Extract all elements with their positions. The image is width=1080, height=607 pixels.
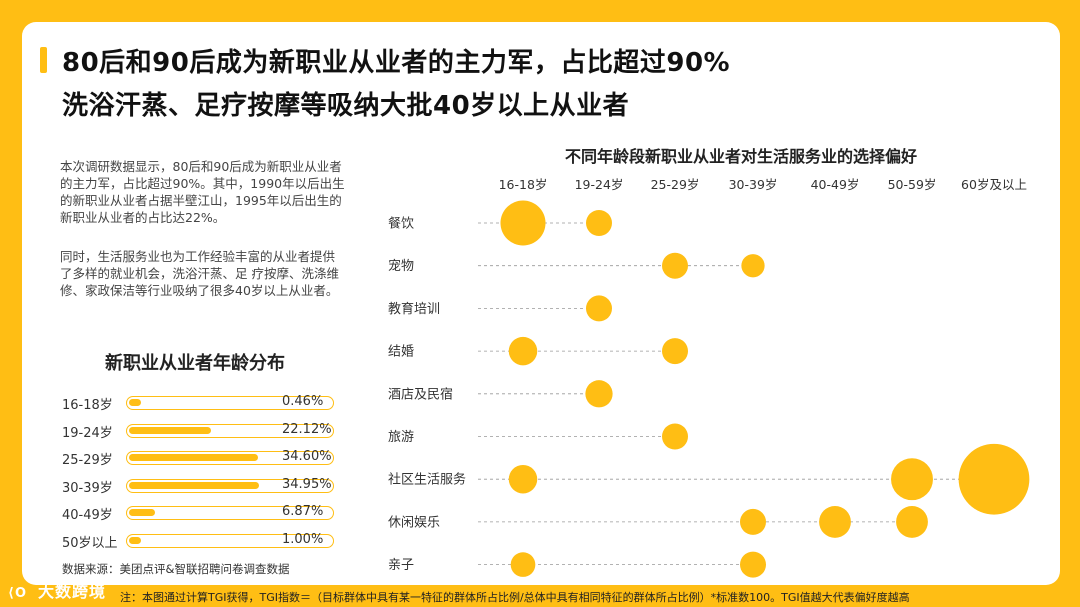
age-distribution-value: 1.00% [282,531,324,547]
bubble-point [662,252,688,279]
age-distribution-track [126,396,334,410]
logo-text: 大数跨境 [38,582,107,601]
bubble-point [819,505,851,538]
bubble-point [510,552,536,577]
age-distribution-track [126,451,334,465]
age-distribution-row: 30-39岁 34.95% [62,476,342,496]
y-tick-label: 酒店及民宿 [388,386,453,402]
y-tick-label: 结婚 [388,345,414,360]
age-distribution-fill [129,426,212,434]
bubble-point [740,551,766,578]
age-distribution-label: 40-49岁 [62,508,113,523]
bubble-point [896,505,928,538]
x-tick-label: 25-29岁 [651,177,700,192]
y-tick-label: 休闲娱乐 [388,515,440,530]
description-paragraph-1: 本次调研数据显示，80后和90后成为新职业从业者的主力军，占比超过90%。其中，… [60,159,345,225]
bubble-point [586,210,612,236]
x-tick-label: 60岁及以上 [961,177,1027,192]
age-distribution-track [126,533,334,548]
bubble-point [500,200,546,246]
age-distribution-label: 16-18岁 [62,398,113,413]
x-tick-label: 40-49岁 [811,177,860,192]
data-source: 数据来源：美团点评&智联招聘问卷调查数据 [62,562,290,576]
x-tick-label: 30-39岁 [729,177,778,192]
age-distribution-title: 新职业从业者年龄分布 [105,353,285,374]
bubble-point [586,295,612,322]
age-distribution-value: 0.46% [282,394,324,409]
age-distribution-value: 6.87% [282,504,324,519]
age-distribution-row: 16-18岁 0.46% [62,393,342,413]
title-accent-bar [40,47,47,73]
bubble-point [508,464,538,494]
age-distribution-row: 40-49岁 6.87% [62,503,342,523]
age-distribution-value: 22.12% [282,421,332,437]
age-distribution-fill [129,536,141,544]
age-distribution-label: 25-29岁 [62,453,113,468]
bubble-point [662,423,688,450]
chart-title: 不同年龄段新职业从业者对生活服务业的选择偏好 [565,147,917,166]
y-tick-label: 旅游 [388,430,414,445]
age-distribution-fill [129,481,259,489]
age-distribution-label: 50岁以上 [62,535,118,551]
y-tick-label: 宠物 [388,258,414,274]
headline-line-1: 80后和90后成为新职业从业者的主力军，占比超过90% [62,48,731,78]
y-tick-label: 亲子 [388,558,414,573]
bubble-point [508,336,538,366]
bubble-point [891,458,933,501]
age-distribution-value: 34.95% [282,476,332,492]
age-distribution-fill [129,399,141,406]
age-distribution-value: 34.60% [282,449,332,464]
headline-line-2: 洗浴汗蒸、足疗按摩等吸纳大批40岁以上从业者 [62,91,630,121]
age-distribution-label: 19-24岁 [62,425,113,441]
age-distribution-row: 25-29岁 34.60% [62,448,342,468]
age-distribution-row: 50岁以上 1.00% [62,531,342,551]
brand-logo: ⟨O 大数跨境 [8,578,106,602]
bubble-point [585,380,613,408]
age-distribution-fill [129,509,155,516]
age-distribution-track [126,506,334,520]
footnote: 注：本图通过计算TGI获得，TGI指数＝（目标群体中具有某一特征的群体所占比例/… [120,591,910,604]
age-distribution-track [126,478,334,493]
y-tick-label: 教育培训 [388,301,440,317]
bubble-point [741,254,765,278]
logo-icon: ⟨O [8,586,27,601]
x-tick-label: 19-24岁 [575,177,624,192]
age-distribution-label: 30-39岁 [62,480,113,496]
x-tick-label: 16-18岁 [499,177,548,192]
age-distribution-track [126,423,334,438]
age-distribution-row: 19-24岁 22.12% [62,421,342,441]
bubble-point [958,443,1030,515]
age-distribution-fill [129,454,258,461]
y-tick-label: 社区生活服务 [388,472,466,488]
bubble-point [662,338,688,365]
bubble-point [740,508,766,535]
x-tick-label: 50-59岁 [888,177,937,192]
description-paragraph-2: 同时，生活服务业也为工作经验丰富的从业者提供了多样的就业机会，洗浴汗蒸、足 疗按… [60,249,339,298]
y-tick-label: 餐饮 [388,216,414,232]
